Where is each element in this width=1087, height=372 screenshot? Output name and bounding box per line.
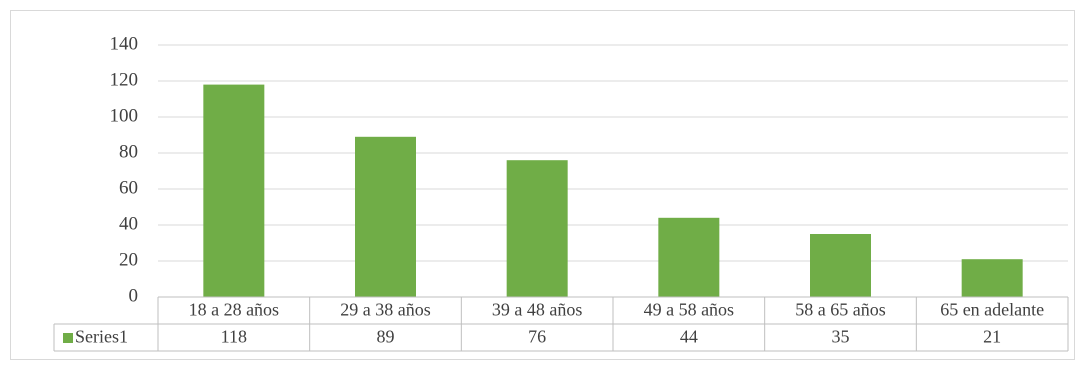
category-label: 39 a 48 años (492, 300, 582, 320)
category-label: 18 a 28 años (189, 300, 279, 320)
bar (355, 136, 416, 297)
bar (810, 234, 871, 297)
data-table-value: 76 (528, 327, 546, 347)
bar (658, 217, 720, 297)
y-tick-label: 120 (110, 69, 139, 90)
category-label: 49 a 58 años (644, 300, 734, 320)
data-table-value: 35 (832, 327, 850, 347)
data-table-value: 118 (221, 327, 247, 347)
y-tick-label: 60 (119, 177, 138, 198)
data-table-value: 44 (680, 327, 698, 347)
data-table-value: 21 (983, 327, 1001, 347)
y-tick-label: 0 (129, 285, 139, 306)
category-label: 65 en adelante (940, 300, 1044, 320)
legend-series-name: Series1 (75, 327, 128, 347)
legend-swatch (63, 333, 73, 343)
category-label: 58 a 65 años (795, 300, 885, 320)
bar (506, 160, 568, 297)
category-label: 29 a 38 años (340, 300, 430, 320)
y-tick-label: 100 (110, 105, 139, 126)
y-tick-label: 140 (110, 33, 139, 54)
y-tick-label: 40 (119, 213, 138, 234)
y-tick-label: 80 (119, 141, 138, 162)
bar (203, 84, 265, 297)
y-tick-label: 20 (119, 249, 138, 270)
bar (961, 259, 1023, 297)
data-table-value: 89 (377, 327, 395, 347)
